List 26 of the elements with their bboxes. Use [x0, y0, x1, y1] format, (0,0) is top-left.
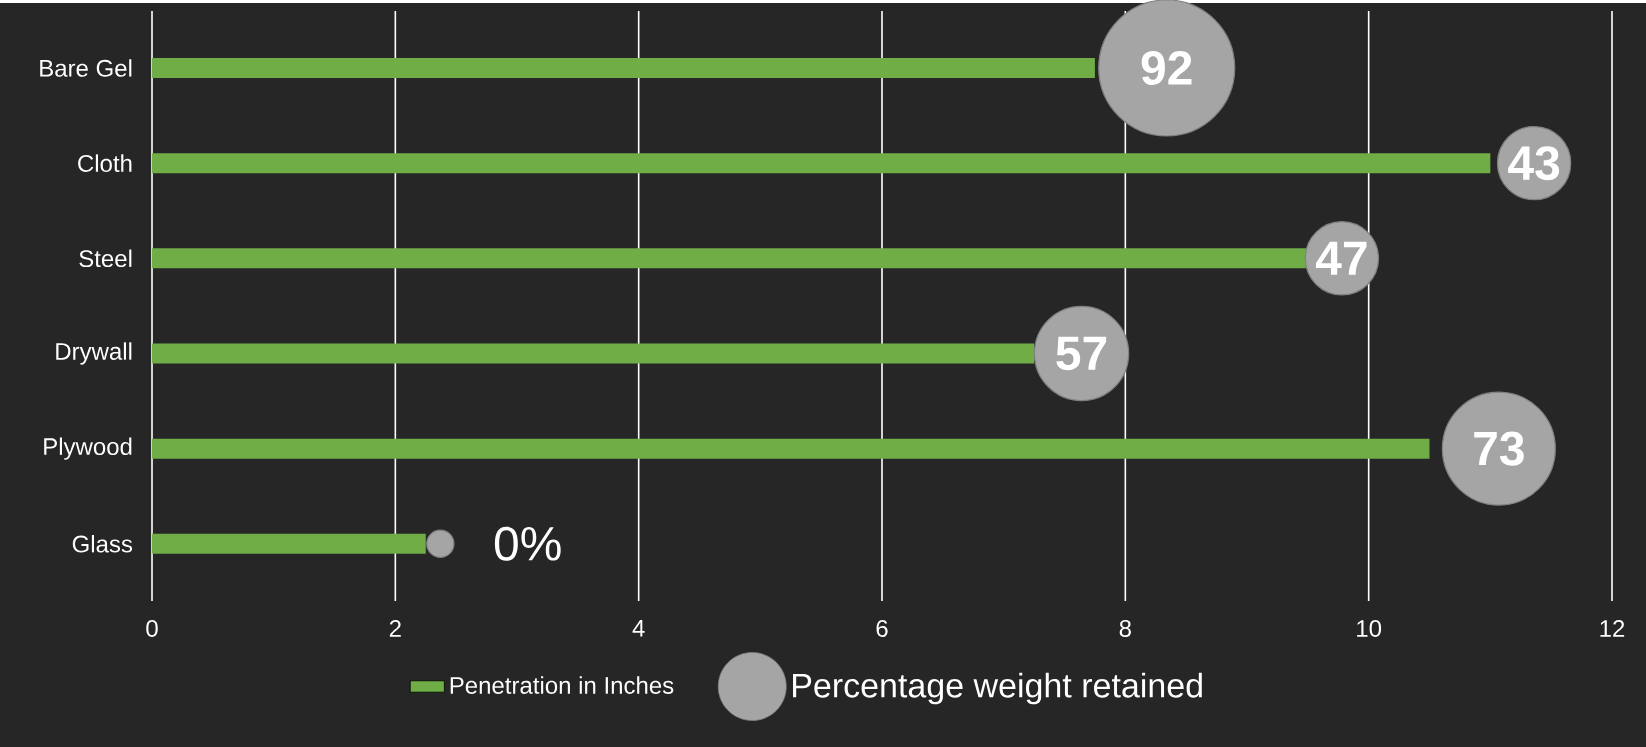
- y-tick-label: Bare Gel: [40, 59, 132, 77]
- bar: [152, 58, 1095, 79]
- bar: [152, 438, 1430, 459]
- x-tick-label: 8: [1119, 620, 1131, 637]
- bar: [152, 343, 1035, 364]
- x-tick-label: 12: [1600, 620, 1625, 637]
- y-tick-label: Glass: [72, 535, 133, 553]
- y-tick-label: Steel: [79, 249, 132, 268]
- bar: [152, 153, 1491, 174]
- legend-label: Penetration in Inches: [450, 676, 674, 694]
- y-tick-label: Drywall: [56, 342, 132, 365]
- annotation: 0%: [494, 526, 561, 561]
- y-tick-label: Plywood: [44, 437, 132, 460]
- y-tick-label: Cloth: [78, 154, 132, 173]
- x-tick-label: 0: [146, 620, 158, 637]
- legend-label: Percentage weight retained: [793, 672, 1202, 705]
- annotation: 73: [1474, 431, 1524, 466]
- x-tick-label: 2: [389, 620, 401, 637]
- annotation: 43: [1508, 146, 1560, 181]
- annotation: 92: [1141, 51, 1192, 86]
- annotation: 47: [1315, 241, 1367, 275]
- x-tick-label: 6: [876, 620, 888, 637]
- x-tick-label: 4: [632, 620, 645, 637]
- bar: [152, 248, 1308, 269]
- x-tick-label: 10: [1357, 620, 1382, 637]
- annotation: 57: [1056, 336, 1107, 371]
